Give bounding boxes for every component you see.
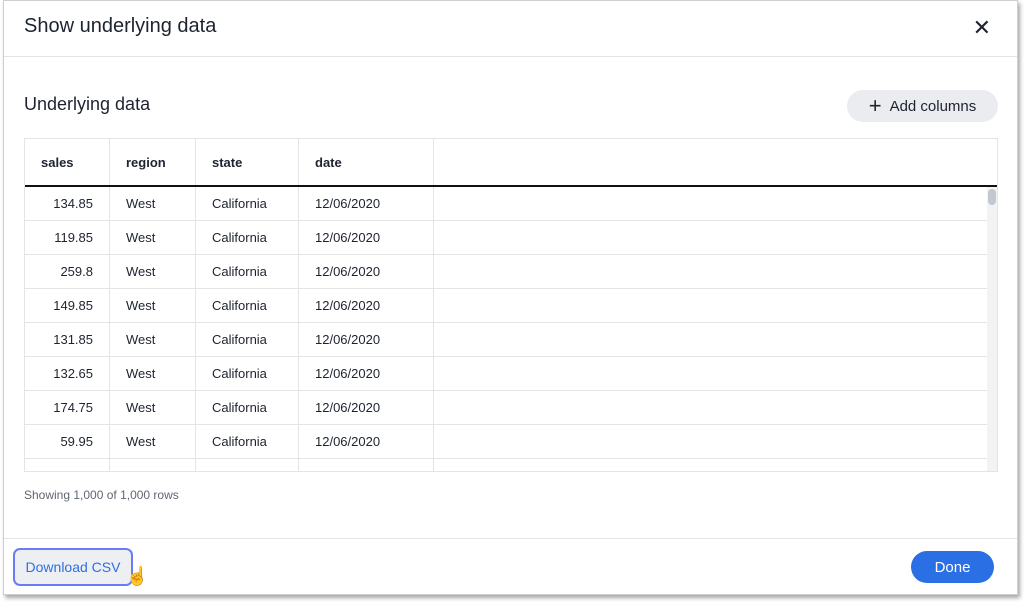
footer-divider (4, 538, 1017, 539)
table-cell-date: 12/06/2020 (299, 391, 434, 424)
table-cell-sales: 134.85 (25, 187, 110, 220)
table-row: 259.8 West California 12/06/2020 (25, 255, 987, 289)
table-cell-state: California (196, 425, 299, 458)
table-cell-region: West (110, 255, 196, 288)
table-cell-sales: 131.85 (25, 323, 110, 356)
table-cell (299, 459, 434, 471)
table-cell-sales: 132.65 (25, 357, 110, 390)
table-row: 174.75 West California 12/06/2020 (25, 391, 987, 425)
scrollbar-thumb[interactable] (988, 189, 996, 205)
table-row: 132.65 West California 12/06/2020 (25, 357, 987, 391)
add-columns-button[interactable]: + Add columns (847, 90, 998, 122)
table-cell-sales: 174.75 (25, 391, 110, 424)
table-cell-region: West (110, 425, 196, 458)
table-cell-state: California (196, 255, 299, 288)
table-header: sales region state date (25, 139, 997, 187)
table-cell-state: California (196, 289, 299, 322)
table-cell (25, 459, 110, 471)
table-cell-state: California (196, 391, 299, 424)
close-icon[interactable]: ✕ (972, 15, 991, 40)
table-cell-date: 12/06/2020 (299, 323, 434, 356)
table-cell-region: West (110, 289, 196, 322)
column-header-region[interactable]: region (110, 139, 196, 185)
dialog-title: Show underlying data (24, 15, 217, 37)
table-row: 134.85 West California 12/06/2020 (25, 187, 987, 221)
table-row: 131.85 West California 12/06/2020 (25, 323, 987, 357)
table-cell-date: 12/06/2020 (299, 357, 434, 390)
dialog-header: Show underlying data ✕ (4, 1, 1017, 57)
table-cell-state: California (196, 357, 299, 390)
table-cell-date: 12/06/2020 (299, 255, 434, 288)
table-cell-date: 12/06/2020 (299, 425, 434, 458)
table-cell-state: California (196, 221, 299, 254)
plus-icon: + (868, 93, 882, 118)
column-header-date[interactable]: date (299, 139, 434, 185)
section-title: Underlying data (24, 94, 151, 114)
hand-cursor-icon: ☝ (126, 566, 149, 586)
table-cell-date: 12/06/2020 (299, 187, 434, 220)
table-cell-region: West (110, 221, 196, 254)
table-row: 59.95 West California 12/06/2020 (25, 425, 987, 459)
table-row: 119.85 West California 12/06/2020 (25, 221, 987, 255)
download-csv-button[interactable]: Download CSV (13, 548, 133, 586)
table-cell-date: 12/06/2020 (299, 221, 434, 254)
table-cell-sales: 119.85 (25, 221, 110, 254)
row-count: Showing 1,000 of 1,000 rows (24, 488, 179, 502)
table-cell (196, 459, 299, 471)
done-button[interactable]: Done (911, 551, 994, 583)
table-row-partial (25, 459, 987, 471)
table-cell-state: California (196, 187, 299, 220)
data-table: sales region state date 134.85 West Califo… (24, 138, 998, 472)
table-cell-region: West (110, 323, 196, 356)
dialog: Show underlying data ✕ Underlying data +… (3, 0, 1018, 595)
table-cell (110, 459, 196, 471)
table-row: 149.85 West California 12/06/2020 (25, 289, 987, 323)
table-cell-date: 12/06/2020 (299, 289, 434, 322)
table-cell-region: West (110, 357, 196, 390)
add-columns-label: Add columns (889, 97, 977, 115)
table-cell-region: West (110, 187, 196, 220)
column-header-sales[interactable]: sales (25, 139, 110, 185)
scrollbar[interactable] (987, 187, 997, 471)
table-cell-sales: 59.95 (25, 425, 110, 458)
table-cell-region: West (110, 391, 196, 424)
table-cell-state: California (196, 323, 299, 356)
column-header-state[interactable]: state (196, 139, 299, 185)
table-cell-sales: 259.8 (25, 255, 110, 288)
table-cell-sales: 149.85 (25, 289, 110, 322)
